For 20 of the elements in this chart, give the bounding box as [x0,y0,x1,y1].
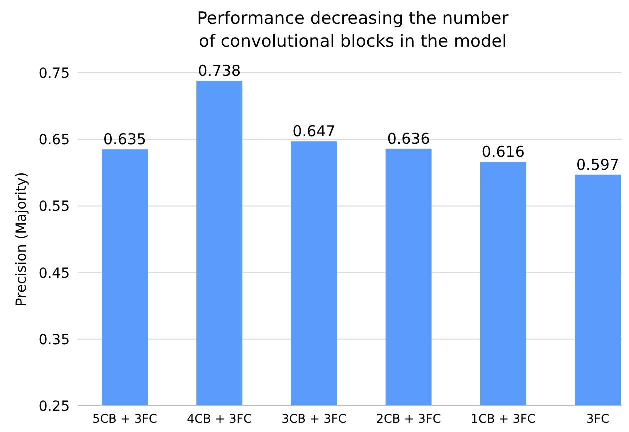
x-tick-label: 3FC [586,412,610,426]
x-tick-label: 3CB + 3FC [282,412,347,426]
data-label: 0.738 [198,62,242,80]
data-label: 0.597 [576,156,620,174]
x-tick-label: 4CB + 3FC [187,412,252,426]
data-label: 0.647 [292,122,336,141]
chart-title: Performance decreasing the number of convolutional blocks in the model [197,9,509,52]
y-axis-title: Precision (Majority) [14,172,30,307]
y-tick-label: 0.55 [38,199,70,216]
data-label: 0.635 [104,130,146,149]
x-tick-label: 1CB + 3FC [470,412,536,426]
y-tick-label: 0.35 [38,332,70,348]
data-label: 0.616 [482,143,525,162]
y-tick-label: 0.75 [38,66,70,82]
x-tick-label: 2CB + 3FC [376,412,442,426]
y-tick-label: 0.45 [38,266,70,282]
y-tick-label: 0.25 [38,399,70,415]
x-tick-label: 5CB + 3FC [92,412,158,426]
data-label: 0.636 [387,130,430,148]
y-tick-label: 0.65 [38,132,70,149]
